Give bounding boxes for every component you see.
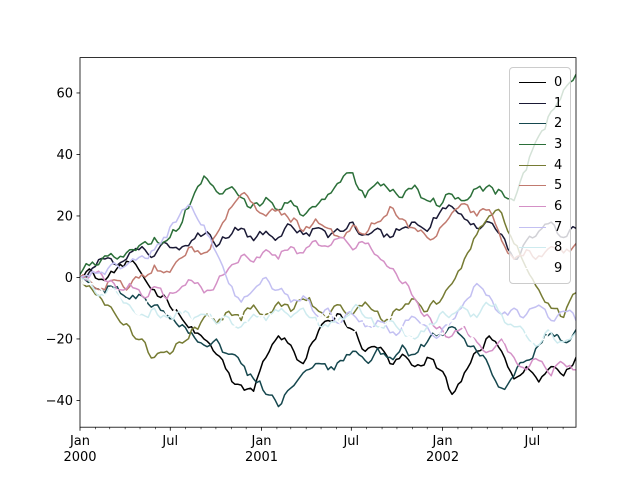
legend-item-9: 9 (510, 259, 570, 279)
legend-swatch-line-9 (519, 268, 546, 270)
series-line-8 (80, 276, 576, 347)
x-tick-label: Jul (161, 434, 178, 449)
series-line-7 (80, 204, 576, 340)
legend-swatch-line-2 (519, 123, 546, 125)
legend-item-label: 0 (554, 74, 563, 90)
y-tick-label: 20 (56, 209, 73, 224)
series-line-3 (80, 73, 576, 276)
legend-item-4: 4 (510, 155, 570, 175)
legend-item-label: 4 (554, 157, 563, 173)
legend-item-label: 5 (554, 178, 563, 194)
legend-item-3: 3 (510, 134, 570, 154)
y-tick-label: 0 (65, 271, 73, 286)
legend-item-label: 1 (554, 95, 563, 111)
legend-item-1: 1 (510, 93, 570, 113)
legend-item-label: 7 (554, 219, 563, 235)
x-tick-label: Jan 2000 (63, 434, 96, 465)
legend-swatch-line-5 (519, 185, 546, 187)
legend-swatch-line-1 (519, 102, 546, 104)
legend-swatch-line-3 (519, 143, 546, 145)
series-line-5 (80, 191, 576, 291)
legend-item-8: 8 (510, 238, 570, 258)
legend-item-label: 3 (554, 136, 563, 152)
legend-item-5: 5 (510, 176, 570, 196)
y-tick-label: 40 (56, 148, 73, 163)
y-tick-label: −40 (46, 394, 73, 409)
legend-item-6: 6 (510, 196, 570, 216)
series-line-2 (80, 276, 576, 408)
x-tick-label: Jan 2001 (245, 434, 278, 465)
x-tick-label: Jul (524, 434, 541, 449)
legend: 0 1 2 3 4 5 6 7 8 9 (509, 67, 571, 284)
legend-item-label: 2 (554, 116, 563, 132)
legend-swatch-line-8 (519, 247, 546, 249)
legend-swatch-line-7 (519, 226, 546, 228)
series-line-0 (80, 260, 576, 396)
series-line-4 (80, 208, 576, 359)
series-line-9 (80, 276, 576, 346)
legend-item-label: 6 (554, 198, 563, 214)
legend-item-7: 7 (510, 217, 570, 237)
x-tick-label: Jul (342, 434, 359, 449)
plot-border (79, 57, 577, 428)
series-line-6 (80, 236, 576, 377)
legend-item-2: 2 (510, 114, 570, 134)
legend-item-0: 0 (510, 72, 570, 92)
y-tick-label: −20 (46, 332, 73, 347)
legend-item-label: 8 (554, 240, 563, 256)
x-tick-label: Jan 2002 (426, 434, 459, 465)
y-tick-label: 60 (56, 86, 73, 101)
legend-swatch-line-0 (519, 81, 546, 83)
legend-item-label: 9 (554, 261, 563, 277)
legend-swatch-line-6 (519, 205, 546, 207)
legend-swatch-line-4 (519, 164, 546, 166)
